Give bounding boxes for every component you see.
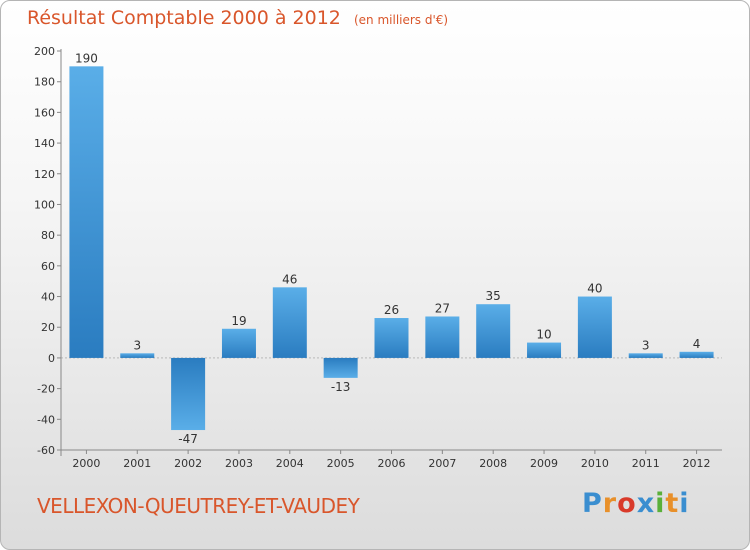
bar-2009 <box>527 342 562 358</box>
data-label-2004: 46 <box>282 272 297 286</box>
bar-2000 <box>69 66 104 358</box>
y-tick-label: -20 <box>37 383 55 396</box>
proxiti-logo[interactable]: Proxiti <box>582 488 690 519</box>
data-label-2006: 26 <box>384 303 399 317</box>
data-label-2000: 190 <box>75 51 98 65</box>
logo-letter: o <box>617 488 637 519</box>
bar-2004 <box>272 287 307 358</box>
data-label-2001: 3 <box>133 338 141 352</box>
logo-letter: x <box>636 488 656 519</box>
location-name: VELLEXON-QUEUTREY-ET-VAUDEY <box>37 494 360 518</box>
bar-2006 <box>374 318 409 358</box>
data-labels: 190 3 -47 19 46 -13 26 27 35 10 40 3 4 <box>75 51 700 446</box>
x-tick-label-2003: 2003 <box>225 457 253 470</box>
y-tick-label: 0 <box>48 352 55 365</box>
data-label-2002: -47 <box>178 432 198 446</box>
data-label-2012: 4 <box>693 337 701 351</box>
chart-header: Résultat Comptable 2000 à 2012 (en milli… <box>27 7 448 29</box>
data-label-2005: -13 <box>331 380 351 394</box>
y-tick-label: 60 <box>41 260 55 273</box>
y-tick-label: 120 <box>34 168 55 181</box>
y-tick-label: 80 <box>41 229 55 242</box>
bar-2007 <box>425 316 460 358</box>
data-label-2011: 3 <box>642 338 650 352</box>
bar-2001 <box>120 353 155 358</box>
x-tick-label-2001: 2001 <box>123 457 151 470</box>
y-tick-label: 180 <box>34 76 55 89</box>
chart-title: Résultat Comptable 2000 à 2012 <box>27 7 341 29</box>
y-tick-label: 140 <box>34 137 55 150</box>
logo-letter: r <box>602 488 618 519</box>
y-tick-label: -60 <box>37 444 55 457</box>
data-label-2003: 19 <box>231 314 246 328</box>
x-tick-label-2012: 2012 <box>683 457 711 470</box>
bar-2002 <box>171 357 206 431</box>
logo-letter: i <box>679 488 690 519</box>
data-label-2007: 27 <box>435 301 450 315</box>
data-label-2010: 40 <box>587 282 602 296</box>
bar-2003 <box>221 328 256 358</box>
y-tick-label: 200 <box>34 45 55 58</box>
x-tick-label-2008: 2008 <box>479 457 507 470</box>
y-tick-label: 160 <box>34 106 55 119</box>
bars <box>69 66 714 431</box>
data-label-2009: 10 <box>536 328 551 342</box>
logo-letter: i <box>655 488 666 519</box>
y-tick-label: 100 <box>34 198 55 211</box>
bar-2010 <box>577 296 612 358</box>
axes: 200180160140120100806040200-20-40-602000… <box>34 45 722 470</box>
x-tick-label-2009: 2009 <box>530 457 558 470</box>
x-tick-label-2011: 2011 <box>632 457 660 470</box>
x-tick-label-2007: 2007 <box>428 457 456 470</box>
bar-2012 <box>679 351 714 358</box>
logo-letter: t <box>665 488 680 519</box>
bar-2008 <box>476 304 511 358</box>
y-tick-label: -40 <box>37 413 55 426</box>
data-label-2008: 35 <box>486 289 501 303</box>
bar-2005 <box>323 357 358 378</box>
x-tick-label-2010: 2010 <box>581 457 609 470</box>
x-tick-label-2000: 2000 <box>72 457 100 470</box>
y-tick-label: 20 <box>41 321 55 334</box>
x-tick-label-2004: 2004 <box>276 457 304 470</box>
x-tick-label-2005: 2005 <box>327 457 355 470</box>
logo-letter: P <box>582 488 603 519</box>
bar-2011 <box>628 353 663 358</box>
y-tick-label: 40 <box>41 291 55 304</box>
x-tick-label-2006: 2006 <box>378 457 406 470</box>
x-tick-label-2002: 2002 <box>174 457 202 470</box>
chart-subtitle: (en milliers d'€) <box>353 13 449 27</box>
